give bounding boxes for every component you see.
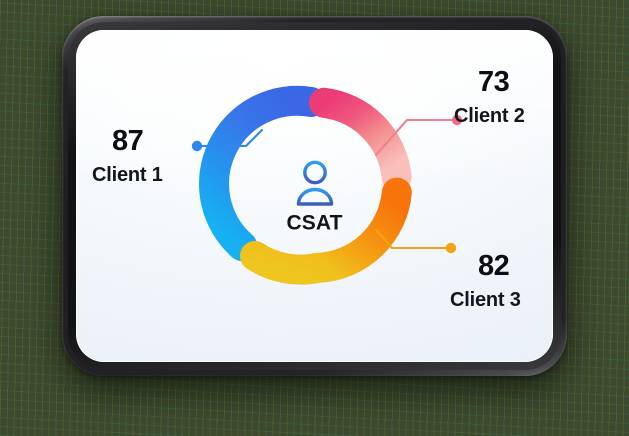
donut-segment-client1[interactable] <box>199 85 327 262</box>
donut-segment-client2[interactable] <box>309 87 412 192</box>
leader-line-client1 <box>191 128 264 152</box>
leader-line-client2 <box>374 114 463 157</box>
donut-chart-svg <box>191 85 463 285</box>
leader-dot-client2 <box>451 114 463 126</box>
leader-dot-client3 <box>445 242 457 254</box>
callout-client3-label: Client 3 <box>450 289 521 311</box>
device-screen: CSAT 87 Client 1 73 Client 2 82 Client 3 <box>76 30 553 362</box>
donut-segment-client3[interactable] <box>303 177 412 283</box>
callout-client3[interactable]: 82 Client 3 <box>450 250 553 311</box>
tablet-device-frame: CSAT 87 Client 1 73 Client 2 82 Client 3 <box>62 16 567 376</box>
donut-ring <box>199 85 412 285</box>
callout-client2[interactable]: 73 Client 2 <box>454 66 553 127</box>
callout-client1[interactable]: 87 Client 1 <box>92 125 224 186</box>
leader-dot-client1 <box>191 140 203 152</box>
callout-client2-value: 73 <box>478 66 510 98</box>
csat-donut-chart: CSAT 87 Client 1 73 Client 2 82 Client 3 <box>76 30 553 362</box>
donut-segment-client3-tail[interactable] <box>240 241 332 285</box>
callout-client3-value: 82 <box>478 250 510 282</box>
callout-client2-label: Client 2 <box>454 105 525 127</box>
leader-line-client3 <box>374 228 457 254</box>
callout-client1-label: Client 1 <box>92 164 163 186</box>
callout-client1-value: 87 <box>112 125 144 157</box>
